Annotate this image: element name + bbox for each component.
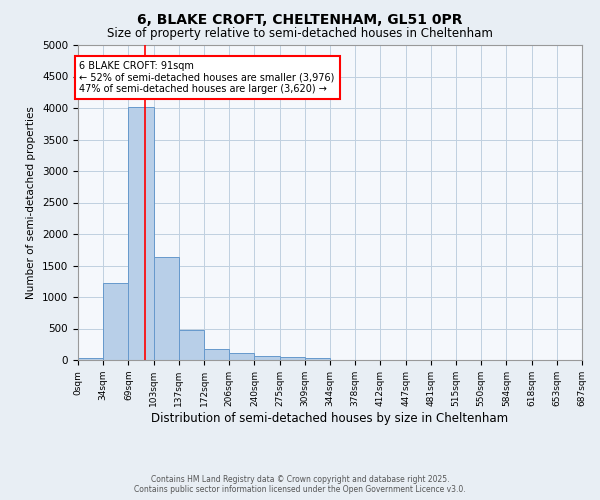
Bar: [154, 256, 179, 360]
Text: 6, BLAKE CROFT, CHELTENHAM, GL51 0PR: 6, BLAKE CROFT, CHELTENHAM, GL51 0PR: [137, 12, 463, 26]
Bar: [254, 356, 280, 360]
Bar: [280, 357, 305, 360]
Bar: [305, 358, 330, 360]
Text: Size of property relative to semi-detached houses in Cheltenham: Size of property relative to semi-detach…: [107, 28, 493, 40]
Bar: [204, 349, 229, 360]
Bar: [179, 330, 204, 360]
Bar: [128, 106, 154, 360]
Text: Contains HM Land Registry data © Crown copyright and database right 2025.
Contai: Contains HM Land Registry data © Crown c…: [134, 474, 466, 494]
Text: 6 BLAKE CROFT: 91sqm
← 52% of semi-detached houses are smaller (3,976)
47% of se: 6 BLAKE CROFT: 91sqm ← 52% of semi-detac…: [79, 60, 335, 94]
Y-axis label: Number of semi-detached properties: Number of semi-detached properties: [26, 106, 37, 299]
X-axis label: Distribution of semi-detached houses by size in Cheltenham: Distribution of semi-detached houses by …: [151, 412, 509, 424]
Bar: [78, 358, 103, 360]
Bar: [229, 353, 254, 360]
Bar: [103, 282, 128, 360]
